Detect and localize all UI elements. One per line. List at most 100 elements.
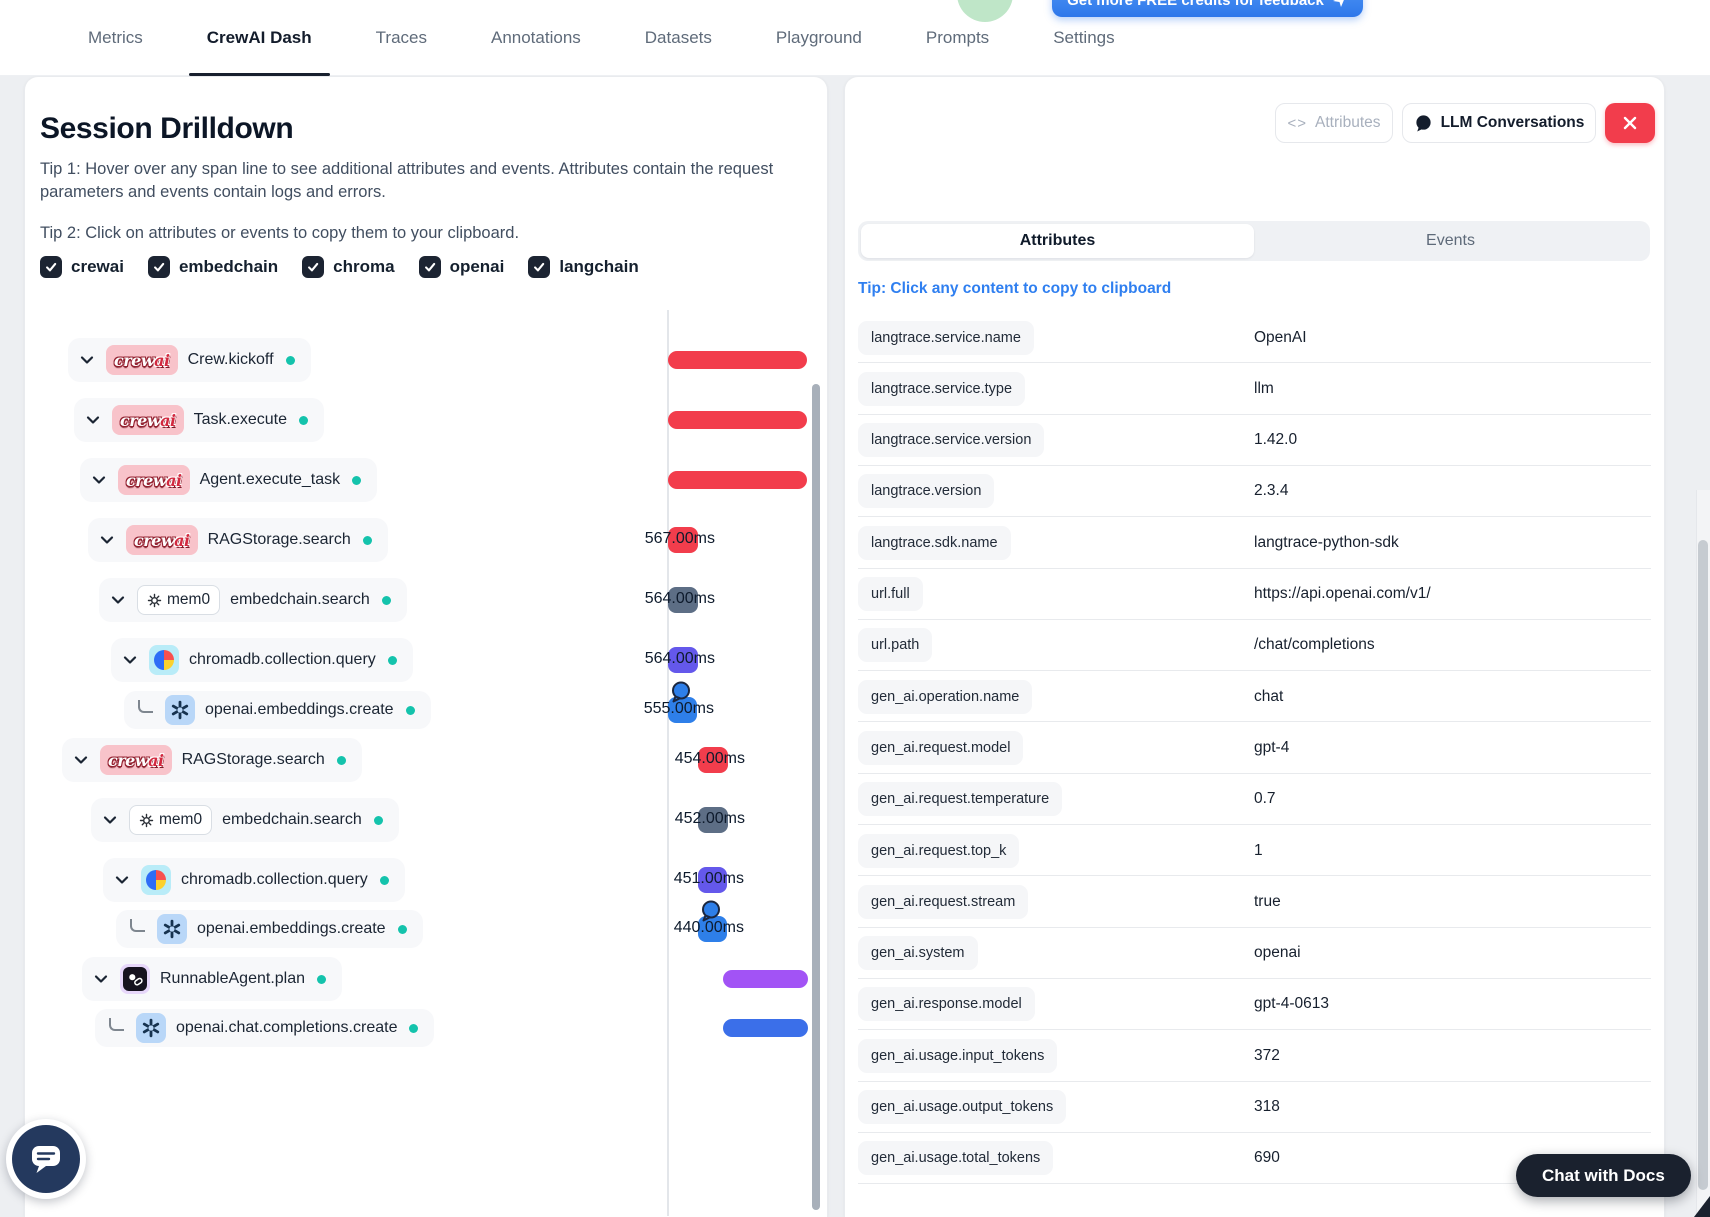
attribute-row-gen-ai-usage-output-tokens[interactable]: gen_ai.usage.output_tokens 318 — [858, 1082, 1651, 1133]
span-duration-bar[interactable] — [668, 471, 807, 489]
span-duration-pill[interactable] — [698, 867, 727, 893]
span-row-chromadb-collection-query[interactable]: chromadb.collection.query — [111, 638, 413, 682]
attribute-key[interactable]: langtrace.service.type — [858, 371, 1026, 406]
span-duration-pill[interactable] — [698, 807, 728, 833]
span-row-openai-embeddings-create[interactable]: openai.embeddings.create — [124, 691, 431, 729]
llm-conversations-button[interactable]: LLM Conversations — [1402, 103, 1596, 143]
attribute-value[interactable]: 2.3.4 — [1254, 482, 1289, 500]
chevron-down-icon[interactable] — [92, 970, 110, 988]
checkbox-checked-icon[interactable] — [528, 256, 551, 278]
attribute-row-langtrace-service-version[interactable]: langtrace.service.version 1.42.0 — [858, 415, 1651, 466]
checkbox-checked-icon[interactable] — [40, 256, 62, 278]
attribute-key[interactable]: gen_ai.request.top_k — [858, 833, 1020, 868]
llm-bubble-icon[interactable] — [669, 680, 692, 708]
span-duration-pill[interactable] — [698, 747, 728, 773]
checkbox-checked-icon[interactable] — [147, 256, 170, 278]
attribute-row-gen-ai-request-top-k[interactable]: gen_ai.request.top_k 1 — [858, 825, 1651, 876]
span-row-chromadb-collection-query[interactable]: chromadb.collection.query — [103, 858, 405, 902]
span-duration-pill[interactable] — [668, 587, 698, 613]
chevron-down-icon[interactable] — [98, 531, 116, 549]
filter-openai[interactable]: openai — [418, 256, 504, 278]
attribute-key[interactable]: langtrace.sdk.name — [858, 525, 1011, 560]
span-row-embedchain-search[interactable]: mem0 embedchain.search — [99, 578, 407, 622]
span-duration-pill[interactable] — [668, 527, 698, 553]
chevron-down-icon[interactable] — [72, 751, 90, 769]
span-row-openai-embeddings-create[interactable]: openai.embeddings.create — [116, 910, 423, 948]
attribute-key[interactable]: langtrace.service.version — [858, 423, 1045, 458]
attribute-key[interactable]: gen_ai.system — [858, 936, 978, 971]
attributes-json-button[interactable]: <> Attributes — [1275, 103, 1393, 143]
span-duration-pill[interactable] — [668, 647, 698, 673]
nav-tab-playground[interactable]: Playground — [775, 28, 862, 47]
span-row-task-execute[interactable]: crew ai Task.execute — [74, 398, 324, 442]
nav-tab-settings[interactable]: Settings — [1053, 28, 1115, 47]
attribute-value[interactable]: /chat/completions — [1254, 636, 1375, 654]
filter-embedchain[interactable]: embedchain — [147, 256, 278, 278]
attribute-value[interactable]: gpt-4 — [1254, 738, 1290, 756]
attribute-key[interactable]: gen_ai.usage.total_tokens — [858, 1141, 1054, 1176]
attribute-key[interactable]: gen_ai.request.temperature — [858, 782, 1063, 817]
span-row-crew-kickoff[interactable]: crew ai Crew.kickoff — [68, 338, 311, 382]
attribute-value[interactable]: OpenAI — [1254, 328, 1307, 346]
attribute-key[interactable]: gen_ai.response.model — [858, 987, 1035, 1022]
span-row-openai-chat-completions-create[interactable]: openai.chat.completions.create — [95, 1009, 435, 1047]
chevron-down-icon[interactable] — [84, 411, 102, 429]
attribute-value[interactable]: chat — [1254, 687, 1284, 705]
attribute-key[interactable]: langtrace.service.name — [858, 320, 1034, 355]
chat-widget-launcher[interactable] — [6, 1119, 86, 1199]
attribute-key[interactable]: gen_ai.usage.input_tokens — [858, 1038, 1058, 1073]
attribute-value[interactable]: https://api.openai.com/v1/ — [1254, 585, 1431, 602]
chevron-down-icon[interactable] — [101, 811, 119, 829]
tab-attributes[interactable]: Attributes — [861, 224, 1254, 258]
attribute-value[interactable]: 0.7 — [1254, 790, 1276, 808]
attribute-value[interactable]: 318 — [1254, 1098, 1280, 1115]
span-row-ragstorage-search[interactable]: crew ai RAGStorage.search — [88, 518, 388, 562]
nav-tab-datasets[interactable]: Datasets — [644, 28, 712, 47]
page-scrollbar-thumb[interactable] — [1698, 540, 1708, 1190]
attribute-value[interactable]: 1.42.0 — [1254, 431, 1298, 449]
attribute-key[interactable]: gen_ai.operation.name — [858, 679, 1033, 714]
filter-langchain[interactable]: langchain — [528, 256, 639, 278]
span-row-runnableagent-plan[interactable]: RunnableAgent.plan — [82, 957, 343, 1001]
span-duration-bar[interactable] — [723, 970, 808, 988]
attribute-row-gen-ai-request-model[interactable]: gen_ai.request.model gpt-4 — [858, 722, 1651, 773]
span-row-embedchain-search[interactable]: mem0 embedchain.search — [91, 798, 399, 842]
llm-bubble-icon[interactable] — [699, 899, 722, 927]
attribute-key[interactable]: langtrace.version — [858, 474, 995, 509]
attribute-row-langtrace-service-name[interactable]: langtrace.service.name OpenAI — [858, 312, 1651, 363]
span-row-ragstorage-search[interactable]: crew ai RAGStorage.search — [62, 738, 362, 782]
free-credits-button[interactable]: Get more FREE credits for feedback — [1052, 0, 1363, 17]
attribute-row-url-full[interactable]: url.full https://api.openai.com/v1/ — [858, 569, 1651, 620]
span-row-agent-execute-task[interactable]: crew ai Agent.execute_task — [80, 458, 378, 502]
attribute-value[interactable]: true — [1254, 892, 1281, 910]
chat-with-docs-button[interactable]: Chat with Docs — [1516, 1154, 1691, 1197]
nav-tab-traces[interactable]: Traces — [375, 28, 427, 47]
tree-scrollbar-thumb[interactable] — [812, 384, 820, 1210]
attribute-row-gen-ai-operation-name[interactable]: gen_ai.operation.name chat — [858, 671, 1651, 722]
attribute-row-gen-ai-usage-total-tokens[interactable]: gen_ai.usage.total_tokens 690 — [858, 1133, 1651, 1184]
attribute-row-url-path[interactable]: url.path/chat/completions — [858, 620, 1651, 671]
attribute-value[interactable]: langtrace-python-sdk — [1254, 533, 1399, 551]
chevron-down-icon[interactable] — [90, 471, 108, 489]
attribute-value[interactable]: gpt-4-0613 — [1254, 995, 1329, 1013]
chevron-down-icon[interactable] — [78, 351, 96, 369]
attribute-value[interactable]: 1 — [1254, 841, 1263, 859]
attribute-value[interactable]: openai — [1254, 944, 1301, 962]
attribute-row-gen-ai-response-model[interactable]: gen_ai.response.model gpt-4-0613 — [858, 979, 1651, 1030]
chevron-down-icon[interactable] — [121, 651, 139, 669]
attribute-key[interactable]: gen_ai.request.model — [858, 730, 1024, 765]
nav-tab-prompts[interactable]: Prompts — [925, 28, 990, 47]
chevron-down-icon[interactable] — [113, 871, 131, 889]
user-avatar[interactable] — [957, 0, 1013, 22]
attribute-key[interactable]: gen_ai.usage.output_tokens — [858, 1090, 1067, 1124]
span-duration-bar[interactable] — [668, 411, 807, 429]
filter-crewai[interactable]: crewai — [40, 256, 124, 278]
attribute-key[interactable]: url.path — [858, 628, 933, 663]
chevron-down-icon[interactable] — [109, 591, 127, 609]
attribute-key[interactable]: url.full — [858, 577, 923, 611]
attribute-row-gen-ai-request-stream[interactable]: gen_ai.request.stream true — [858, 876, 1651, 927]
attribute-key[interactable]: gen_ai.request.stream — [858, 884, 1029, 919]
nav-tab-annotations[interactable]: Annotations — [490, 28, 581, 47]
attribute-row-gen-ai-system[interactable]: gen_ai.system openai — [858, 928, 1651, 979]
attribute-row-gen-ai-usage-input-tokens[interactable]: gen_ai.usage.input_tokens 372 — [858, 1030, 1651, 1081]
